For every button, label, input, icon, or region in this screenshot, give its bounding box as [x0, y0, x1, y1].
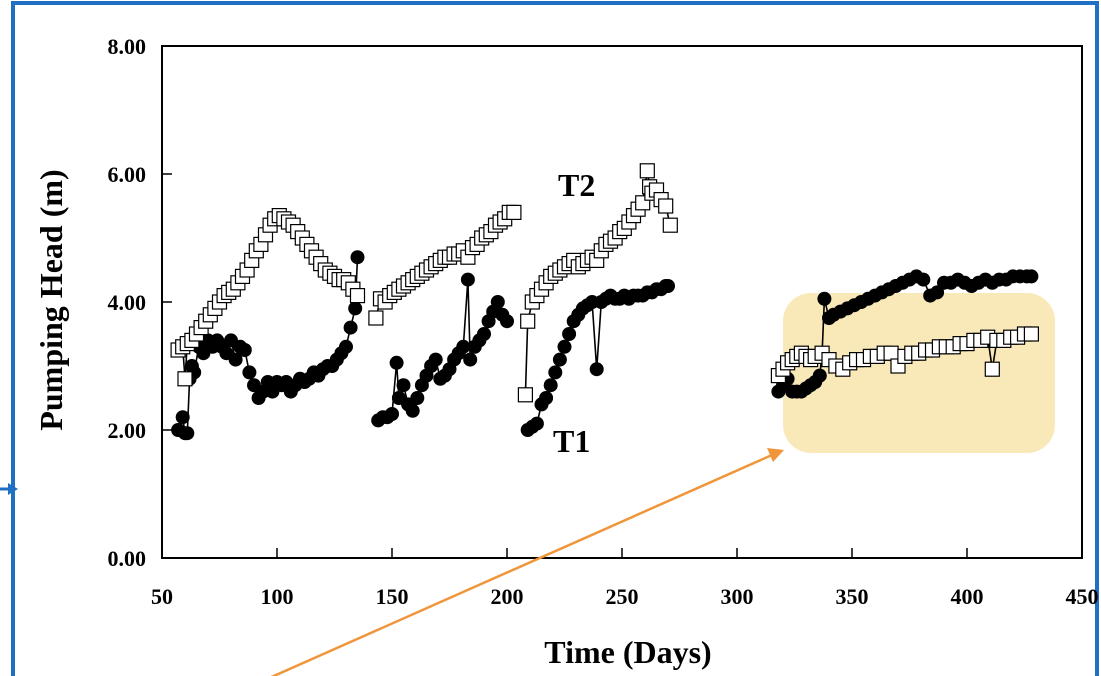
data-point-t1-1-6 — [396, 378, 411, 393]
data-point-t2-0-40 — [349, 288, 366, 304]
data-point-t1-1-13 — [428, 352, 443, 367]
y-tick-label-6.00: 6.00 — [108, 162, 147, 187]
data-point-t1-0-40 — [343, 320, 358, 335]
data-point-t1-0-42 — [350, 250, 365, 265]
data-point-t1-0-1 — [175, 410, 190, 425]
data-point-t2-2-32 — [658, 198, 674, 214]
data-point-t1-0-41 — [348, 301, 363, 316]
data-point-t1-1-27 — [490, 295, 505, 309]
x-tick-label-300: 300 — [721, 584, 754, 609]
data-point-t1-0-15 — [228, 352, 243, 367]
data-point-t1-1-20 — [460, 272, 475, 287]
data-point-t1-2-7 — [552, 352, 567, 367]
data-point-t2-2-0 — [517, 387, 534, 403]
x-tick-label-50: 50 — [151, 584, 173, 609]
data-point-t2-2-27 — [639, 163, 655, 179]
data-point-t2-1-30 — [506, 204, 522, 220]
data-series — [170, 163, 1040, 441]
data-point-t1-3-42 — [1024, 269, 1039, 284]
data-point-t1-0-39 — [339, 339, 353, 354]
data-point-t2-3-34 — [984, 361, 1000, 377]
x-tick-label-200: 200 — [491, 584, 524, 609]
data-point-t2-3-40 — [1023, 326, 1040, 342]
x-tick-label-350: 350 — [836, 584, 869, 609]
data-point-t2-2-33 — [662, 217, 678, 233]
data-point-t2-2-1 — [520, 313, 536, 329]
series-label-t2: T2 — [558, 167, 595, 203]
data-point-t1-3-11 — [817, 291, 832, 306]
data-point-t1-1-29 — [500, 314, 514, 329]
data-point-t1-1-9 — [410, 391, 425, 405]
y-tick-label-4.00: 4.00 — [108, 290, 147, 315]
data-point-t1-1-24 — [477, 327, 491, 341]
data-point-t1-1-8 — [405, 403, 420, 418]
x-tick-label-250: 250 — [606, 584, 639, 609]
series-label-t1: T1 — [553, 423, 590, 459]
orange-arrow-head — [767, 448, 784, 462]
data-point-t1-3-26 — [916, 272, 931, 287]
outer-blue-frame — [11, 1, 1099, 676]
data-point-t1-0-3 — [180, 426, 195, 441]
data-point-t1-2-2 — [529, 416, 544, 431]
data-point-t1-2-15 — [589, 362, 604, 377]
data-point-t1-3-9 — [812, 368, 827, 383]
data-point-t1-1-21 — [463, 352, 478, 367]
y-tick-label-2.00: 2.00 — [108, 418, 147, 443]
data-point-t1-2-8 — [557, 339, 572, 354]
data-point-t1-2-4 — [539, 391, 554, 405]
y-tick-label-8.00: 8.00 — [108, 34, 147, 59]
data-point-t1-2-6 — [548, 365, 563, 380]
blue-arrow-head — [8, 483, 18, 495]
data-point-t1-2-31 — [661, 279, 675, 293]
x-tick-label-150: 150 — [376, 584, 409, 609]
y-axis-title: Pumping Head (m) — [33, 169, 69, 430]
y-tick-label-0.00: 0.00 — [108, 546, 147, 571]
x-axis-title: Time (Days) — [544, 634, 711, 670]
data-point-t1-0-18 — [242, 365, 257, 380]
data-point-t1-1-4 — [389, 355, 404, 370]
data-point-t1-1-3 — [385, 407, 399, 421]
axis-ticks: 50 100 150 200 250 300 350 400 450 0.00 2.00 4.00 6.… — [108, 34, 1099, 609]
x-tick-label-100: 100 — [261, 584, 294, 609]
data-point-t1-3-28 — [930, 285, 945, 300]
data-point-t1-0-17 — [237, 343, 252, 357]
data-point-t2-1-0 — [368, 310, 384, 326]
data-point-t1-2-5 — [543, 378, 558, 393]
data-point-t2-0-2 — [177, 371, 193, 387]
x-tick-label-400: 400 — [951, 584, 984, 609]
data-point-t2-3-19 — [883, 345, 899, 361]
data-point-t1-2-9 — [562, 327, 577, 341]
x-tick-label-450: 450 — [1066, 584, 1099, 609]
orange-arrow-line — [270, 453, 773, 676]
